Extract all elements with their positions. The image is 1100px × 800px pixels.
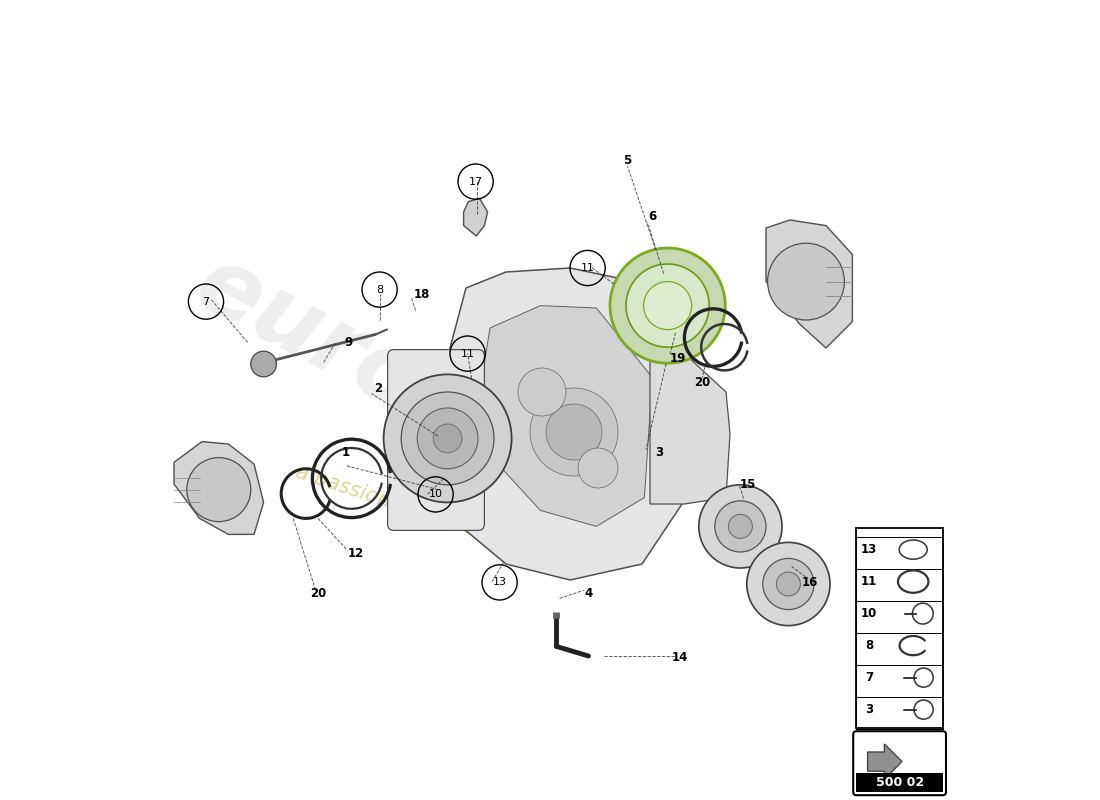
Circle shape (610, 248, 725, 363)
Text: 10: 10 (429, 490, 442, 499)
Circle shape (518, 368, 567, 416)
Text: 20: 20 (310, 587, 326, 600)
Text: 14: 14 (671, 651, 688, 664)
Circle shape (626, 264, 710, 347)
Text: 8: 8 (865, 639, 873, 652)
Text: 11: 11 (581, 263, 595, 273)
Circle shape (768, 243, 845, 320)
Circle shape (546, 404, 602, 460)
Polygon shape (174, 442, 264, 534)
Text: 19: 19 (670, 352, 686, 365)
Circle shape (777, 572, 801, 596)
FancyBboxPatch shape (857, 528, 943, 728)
Circle shape (644, 282, 692, 330)
Text: 2: 2 (374, 382, 382, 394)
Polygon shape (463, 198, 487, 236)
Text: 17: 17 (469, 177, 483, 186)
Circle shape (530, 388, 618, 476)
Text: 13: 13 (861, 543, 878, 556)
Circle shape (762, 558, 814, 610)
Text: 500 02: 500 02 (876, 776, 924, 789)
Circle shape (747, 542, 830, 626)
Text: 13: 13 (493, 578, 507, 587)
Text: 11: 11 (861, 575, 878, 588)
Circle shape (578, 448, 618, 488)
Text: 12: 12 (348, 547, 364, 560)
Circle shape (251, 351, 276, 377)
Text: 7: 7 (865, 671, 873, 684)
FancyBboxPatch shape (854, 731, 946, 795)
Text: 6: 6 (648, 210, 657, 222)
Text: 15: 15 (739, 478, 756, 490)
Text: euroParts: euroParts (179, 238, 680, 562)
FancyBboxPatch shape (857, 773, 943, 792)
Polygon shape (766, 220, 852, 348)
Circle shape (187, 458, 251, 522)
Polygon shape (482, 306, 652, 526)
Polygon shape (442, 268, 686, 580)
Circle shape (433, 424, 462, 453)
Circle shape (417, 408, 478, 469)
Text: 11: 11 (461, 349, 474, 358)
FancyBboxPatch shape (387, 350, 484, 530)
Text: 3: 3 (654, 446, 663, 458)
Circle shape (402, 392, 494, 485)
Text: 5: 5 (624, 154, 631, 166)
Circle shape (728, 514, 752, 538)
Polygon shape (650, 354, 730, 504)
Text: 7: 7 (202, 297, 210, 306)
Text: 3: 3 (865, 703, 873, 716)
Text: 1: 1 (342, 446, 350, 458)
Polygon shape (868, 744, 902, 779)
Text: 20: 20 (694, 376, 711, 389)
Text: 10: 10 (861, 607, 878, 620)
Text: 18: 18 (414, 288, 430, 301)
Text: 4: 4 (584, 587, 593, 600)
Text: 8: 8 (376, 285, 383, 294)
Circle shape (698, 485, 782, 568)
Text: 16: 16 (802, 576, 818, 589)
Text: 9: 9 (344, 336, 352, 349)
Circle shape (715, 501, 766, 552)
Circle shape (384, 374, 512, 502)
Text: a passion for parts since 1985: a passion for parts since 1985 (293, 462, 598, 578)
